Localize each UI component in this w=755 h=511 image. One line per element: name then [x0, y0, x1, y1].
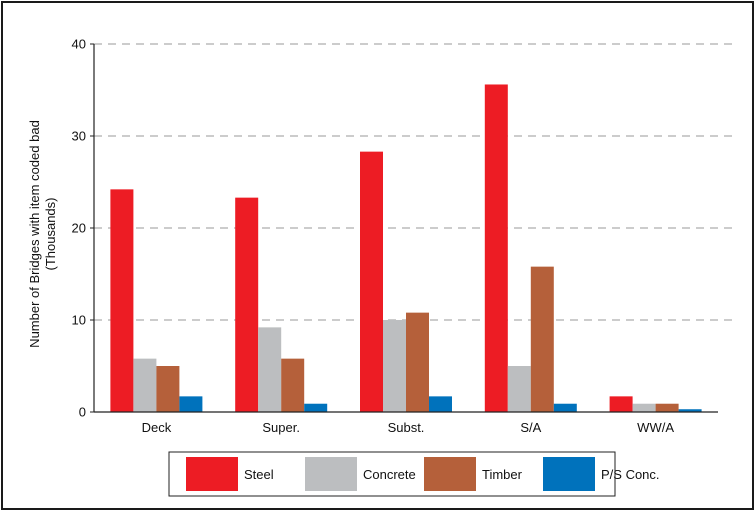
y-tick-label-30: 30 — [72, 129, 86, 144]
bar-chart: 0 10 20 30 40 Deck Super. Subst. S/A WW/A Number… — [27, 37, 738, 497]
legend-swatch-steel — [186, 457, 238, 491]
bar-wwa-steel — [609, 396, 633, 412]
bar-super-psconc — [304, 403, 328, 412]
bar-subst-concrete — [383, 320, 406, 412]
y-axis-title-line-1: Number of Bridges with item coded bad — [27, 120, 42, 348]
bar-deck-psconc — [179, 396, 203, 412]
y-axis-title-line-2: (Thousands) — [43, 198, 58, 271]
bar-subst-steel — [360, 151, 383, 412]
x-tick-labels: Deck Super. Subst. S/A WW/A — [142, 420, 675, 435]
bar-deck-concrete — [133, 358, 157, 412]
bar-super-timber — [281, 358, 305, 412]
bar-subst-psconc — [429, 396, 452, 412]
bar-sa-psconc — [553, 403, 577, 412]
bar-deck-timber — [156, 366, 180, 412]
x-tick-label-3: S/A — [520, 420, 541, 435]
legend: Steel Concrete Timber P/S Conc. — [168, 451, 660, 497]
bar-super-steel — [235, 197, 259, 412]
bar-wwa-timber — [655, 403, 679, 412]
x-tick-label-4: WW/A — [637, 420, 674, 435]
legend-swatch-psconc — [543, 457, 595, 491]
y-tick-labels: 0 10 20 30 40 — [72, 37, 94, 420]
y-tick-label-40: 40 — [72, 37, 86, 52]
legend-label-concrete: Concrete — [363, 467, 416, 482]
legend-box — [168, 451, 616, 497]
x-tick-label-0: Deck — [142, 420, 172, 435]
y-tick-label-20: 20 — [72, 221, 86, 236]
bars — [110, 84, 702, 412]
bar-sa-timber — [530, 266, 554, 412]
legend-label-psconc: P/S Conc. — [601, 467, 660, 482]
x-tick-label-2: Subst. — [388, 420, 425, 435]
bar-deck-steel — [110, 189, 134, 412]
gridlines — [94, 43, 738, 321]
legend-swatch-concrete — [305, 457, 357, 491]
legend-label-steel: Steel — [244, 467, 274, 482]
bar-super-concrete — [258, 327, 282, 412]
bar-sa-concrete — [507, 366, 531, 412]
legend-label-timber: Timber — [482, 467, 523, 482]
x-tick-label-1: Super. — [262, 420, 300, 435]
y-tick-label-0: 0 — [79, 405, 86, 420]
bar-wwa-psconc — [678, 409, 702, 412]
bar-subst-timber — [406, 312, 429, 412]
y-tick-label-10: 10 — [72, 313, 86, 328]
legend-swatch-timber — [424, 457, 476, 491]
bar-wwa-concrete — [632, 403, 656, 412]
bar-sa-steel — [484, 84, 508, 412]
